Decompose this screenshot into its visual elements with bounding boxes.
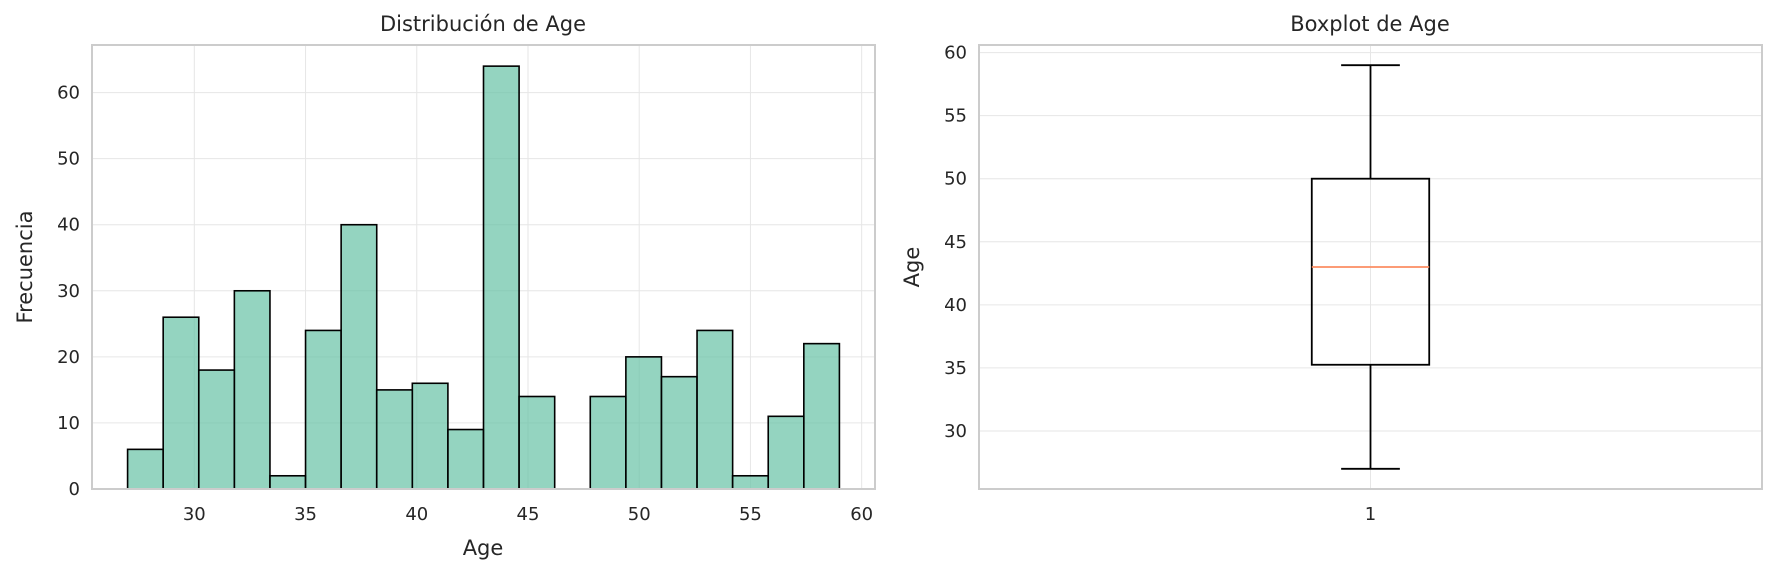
histogram-bar (304, 329, 342, 490)
boxplot-y-tick-label: 40 (944, 295, 967, 316)
histogram-x-tick-label: 35 (294, 504, 317, 525)
histogram-bar (482, 65, 520, 490)
histogram-bar (660, 375, 698, 490)
histogram-x-tick-label: 45 (517, 504, 540, 525)
histogram-y-tick-label: 0 (69, 479, 80, 500)
boxplot-frame (978, 44, 1763, 490)
histogram-y-tick-label: 60 (57, 83, 80, 104)
histogram-bars (126, 65, 841, 490)
boxplot-title: Boxplot de Age (1290, 12, 1450, 36)
histogram-bar (767, 415, 805, 490)
histogram-panel: 30 35 40 45 50 55 60 0 10 20 30 40 50 60 Distribució… (13, 12, 876, 560)
histogram-bar (375, 389, 414, 490)
boxplot-box (1310, 177, 1431, 366)
histogram-y-ticks: 0 10 20 30 40 50 60 (57, 83, 80, 500)
histogram-bar (518, 395, 556, 490)
boxplot-y-tick-label: 35 (944, 358, 967, 379)
histogram-x-ticks: 30 35 40 45 50 55 60 (183, 504, 873, 525)
histogram-bar (696, 329, 734, 490)
histogram-y-tick-label: 10 (57, 413, 80, 434)
histogram-x-axis-label: Age (463, 536, 504, 560)
histogram-y-tick-label: 20 (57, 347, 80, 368)
histogram-bar (233, 289, 271, 490)
histogram-x-tick-label: 40 (405, 504, 428, 525)
histogram-bar (589, 395, 627, 490)
histogram-bar (162, 316, 200, 490)
histogram-frame (91, 44, 876, 490)
histogram-y-tick-label: 30 (57, 281, 80, 302)
boxplot-x-ticks: 1 (1365, 504, 1376, 525)
histogram-bar (625, 356, 663, 490)
boxplot-y-tick-label: 60 (944, 43, 967, 64)
boxplot-y-tick-label: 30 (944, 421, 967, 442)
boxplot-y-tick-label: 45 (944, 232, 967, 253)
histogram-bar (731, 474, 770, 490)
boxplot-panel: 1 30 35 40 45 50 55 60 Boxplot de Age Age (900, 12, 1763, 525)
boxplot-marks (1310, 64, 1431, 470)
histogram-bar (340, 223, 378, 490)
boxplot-y-ticks: 30 35 40 45 50 55 60 (944, 43, 967, 442)
histogram-y-tick-label: 50 (57, 149, 80, 170)
histogram-x-tick-label: 50 (628, 504, 651, 525)
boxplot-y-tick-label: 50 (944, 169, 967, 190)
boxplot-y-axis-label: Age (900, 247, 924, 288)
histogram-bar (803, 342, 841, 490)
histogram-x-tick-label: 60 (850, 504, 873, 525)
boxplot-x-tick-label: 1 (1365, 504, 1376, 525)
histogram-bar (269, 474, 307, 490)
histogram-x-tick-label: 55 (739, 504, 762, 525)
histogram-bar (197, 369, 236, 490)
histogram-title: Distribución de Age (380, 12, 586, 36)
histogram-bar (411, 382, 449, 490)
histogram-y-tick-label: 40 (57, 215, 80, 236)
histogram-bar (126, 448, 164, 490)
boxplot-y-tick-label: 55 (944, 106, 967, 127)
histogram-bar (447, 428, 485, 490)
histogram-x-tick-label: 30 (183, 504, 206, 525)
histogram-y-axis-label: Frecuencia (13, 211, 37, 324)
